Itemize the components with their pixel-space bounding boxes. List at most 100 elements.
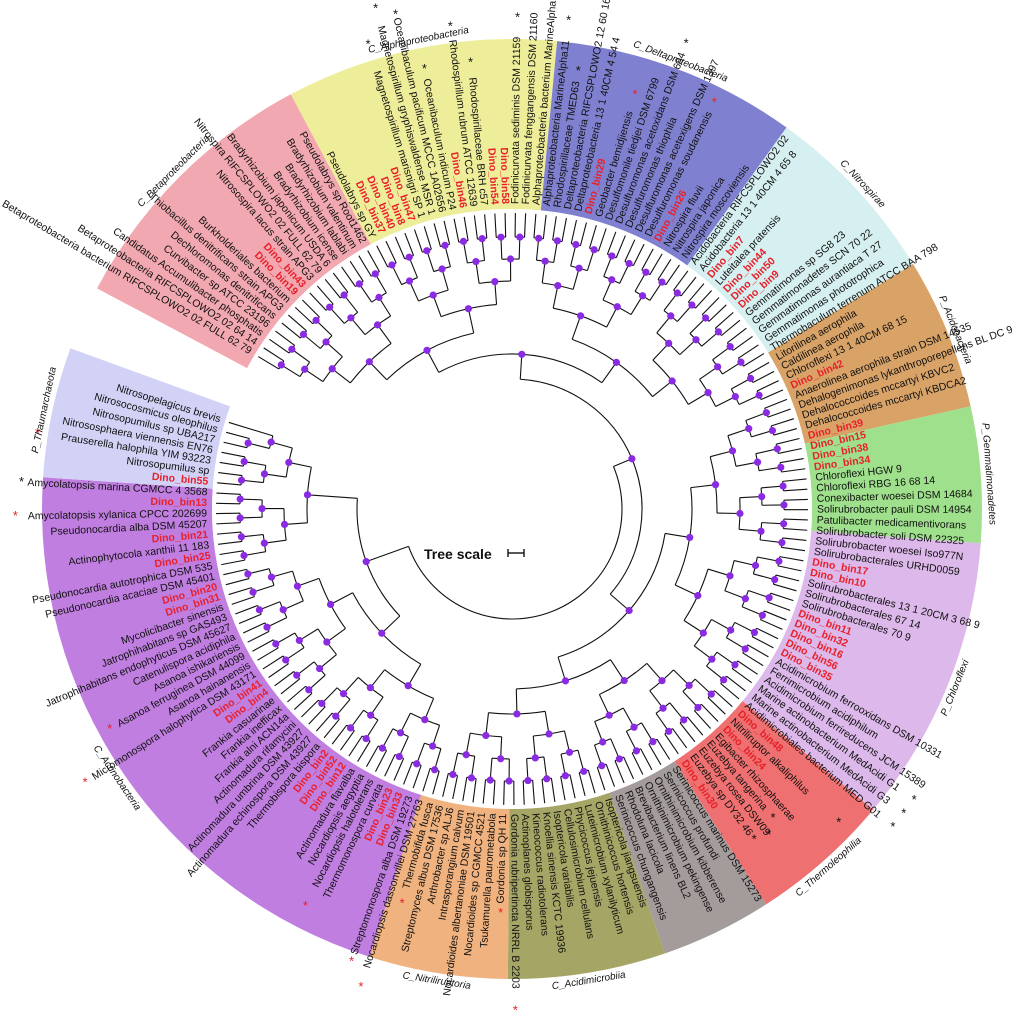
node-dot <box>692 336 700 344</box>
node-dot <box>237 476 246 484</box>
node-dot <box>462 751 470 759</box>
node-dot <box>751 561 760 570</box>
star-marker: * <box>766 827 771 842</box>
node-dot <box>326 600 335 609</box>
node-dot <box>236 495 244 503</box>
node-dot <box>714 328 723 336</box>
node-dot <box>704 389 712 397</box>
node-dot <box>388 261 396 269</box>
node-dot <box>288 345 296 353</box>
node-dot <box>244 439 252 447</box>
star-marker: * <box>13 508 18 523</box>
taxon-label: Gordonia sp QH 11 <box>495 814 510 904</box>
node-dot <box>561 677 570 685</box>
node-dot <box>326 303 334 311</box>
node-dot <box>779 520 788 528</box>
node-dot <box>741 645 749 653</box>
node-dot <box>642 268 650 276</box>
node-dot <box>518 350 526 358</box>
node-dot <box>658 278 666 286</box>
node-dot <box>741 595 749 603</box>
node-dot <box>332 712 340 720</box>
node-dot <box>773 445 781 453</box>
bin-label: Dino_bin54 <box>485 148 500 205</box>
clade-sector <box>369 794 510 979</box>
node-dot <box>429 291 437 299</box>
node-dot <box>315 664 324 673</box>
clade-sector <box>609 761 767 954</box>
star-marker: * <box>303 898 308 913</box>
inner-white-disk <box>212 209 812 809</box>
node-dot <box>339 690 348 698</box>
node-dot <box>728 447 737 455</box>
taxon-label: Conexibacter woesei DSM 14684 <box>817 488 973 505</box>
node-dot <box>535 234 543 242</box>
node-dot <box>367 711 375 719</box>
clade-sector <box>674 700 874 905</box>
star-marker: * <box>684 35 689 50</box>
node-dot <box>355 280 363 288</box>
star-marker: * <box>515 9 520 24</box>
node-dot <box>731 393 739 401</box>
node-dot <box>405 253 413 261</box>
node-dot <box>726 343 734 351</box>
node-dot <box>714 363 722 371</box>
node-dot <box>378 744 386 752</box>
node-dot <box>277 361 285 369</box>
node-dot <box>244 570 252 578</box>
node-dot <box>541 257 549 265</box>
node-dot <box>413 760 421 768</box>
taxon-label: Amycolatopsis xylanica CPCC 202699 <box>28 508 207 523</box>
node-dot <box>293 671 301 679</box>
node-dot <box>396 729 405 737</box>
star-marker: * <box>533 0 538 3</box>
node-dot <box>762 409 770 417</box>
node-dot <box>429 742 437 750</box>
node-dot <box>395 752 403 761</box>
node-dot <box>272 640 280 648</box>
node-dot <box>775 557 783 565</box>
taxon-label: Gordonia rubripertincta NRRL B 2203 <box>508 814 521 989</box>
node-dot <box>305 686 313 694</box>
node-dot <box>688 301 696 309</box>
node-dots <box>236 233 788 785</box>
node-dot <box>486 776 494 784</box>
node-dot <box>340 291 348 299</box>
taxon-label: Fodinicurvata sediminis DSM 21159 <box>509 37 523 205</box>
node-dot <box>378 629 386 637</box>
node-dot <box>720 676 728 684</box>
node-dot <box>472 258 480 266</box>
node-dot <box>608 276 616 284</box>
clade-sector <box>540 41 787 266</box>
node-dot <box>745 425 753 433</box>
node-dot <box>750 628 758 637</box>
node-dot <box>673 289 681 297</box>
node-dot <box>685 681 693 690</box>
node-dot <box>608 252 616 260</box>
node-dot <box>565 748 574 756</box>
node-dot <box>615 755 623 763</box>
node-dot <box>497 755 505 763</box>
node-dot <box>375 293 383 301</box>
bin-label: Dino_bin55 <box>151 471 209 488</box>
node-dot <box>322 338 330 346</box>
star-marker: * <box>83 775 88 790</box>
star-marker: * <box>349 953 354 968</box>
node-dot <box>638 292 647 300</box>
node-dot <box>312 316 320 324</box>
node-dot <box>279 606 287 614</box>
node-dot <box>438 265 446 273</box>
node-dot <box>757 527 765 535</box>
node-dot <box>318 699 326 708</box>
clade-label: P_Gemmatimonadetes <box>979 422 997 525</box>
star-marker: * <box>19 474 24 489</box>
node-dot <box>649 738 657 746</box>
star-marker: * <box>373 1 378 16</box>
node-dot <box>258 504 266 513</box>
star-marker: * <box>890 819 895 834</box>
node-dot <box>423 346 431 354</box>
node-dot <box>373 321 382 329</box>
node-dot <box>236 514 244 522</box>
node-dot <box>449 770 457 779</box>
